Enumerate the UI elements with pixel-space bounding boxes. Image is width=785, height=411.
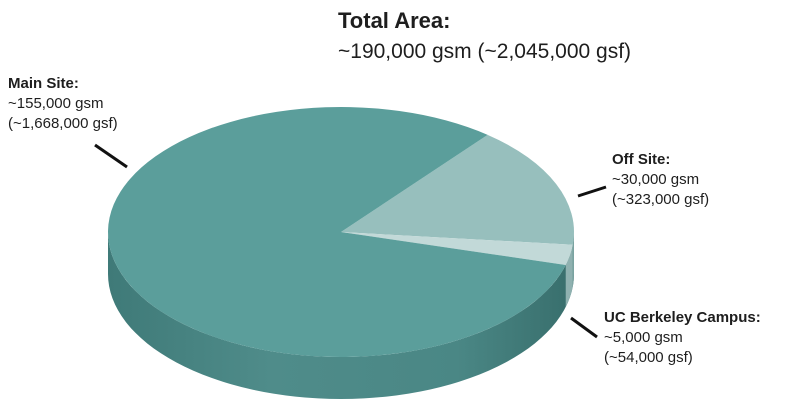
pie-slice-off-site — [341, 134, 575, 245]
slice-gsm: ~155,000 gsm — [8, 95, 104, 112]
chart-subtitle: ~190,000 gsm (~2,045,000 gsf) — [338, 40, 632, 63]
pie-slices — [108, 107, 575, 357]
pie-side-wall-shape — [108, 232, 574, 399]
leader-lines — [94, 143, 607, 339]
slice-name: Main Site: — [8, 75, 79, 92]
leader-line-main-site — [94, 143, 128, 169]
slice-label-main-site: Main Site: ~155,000 gsm (~1,668,000 gsf) — [8, 74, 118, 134]
chart-title: Total Area: — [338, 8, 451, 33]
leader-line-uc-berkeley — [570, 316, 598, 339]
slice-name: Off Site: — [612, 151, 671, 168]
pie-slice-main-site — [108, 107, 566, 357]
slice-label-off-site: Off Site: ~30,000 gsm (~323,000 gsf) — [612, 150, 709, 210]
pie-slice-uc-berkeley — [341, 232, 573, 266]
pie-side-off-site — [572, 232, 574, 287]
pie-side-uc-berkeley — [565, 244, 573, 308]
slice-gsm: ~5,000 gsm — [604, 329, 683, 346]
slice-gsm: ~30,000 gsm — [612, 171, 700, 188]
slice-gsf: (~54,000 gsf) — [604, 349, 693, 366]
slice-gsf: (~1,668,000 gsf) — [8, 115, 118, 132]
slice-gsf: (~323,000 gsf) — [612, 191, 710, 208]
chart-title-block: Total Area: ~190,000 gsm (~2,045,000 gsf… — [338, 6, 631, 68]
slice-name: UC Berkeley Campus: — [604, 309, 761, 326]
pie-side-wall — [108, 232, 574, 399]
slice-label-uc-berkeley: UC Berkeley Campus: ~5,000 gsm (~54,000 … — [604, 308, 761, 368]
leader-line-off-site — [577, 185, 607, 198]
